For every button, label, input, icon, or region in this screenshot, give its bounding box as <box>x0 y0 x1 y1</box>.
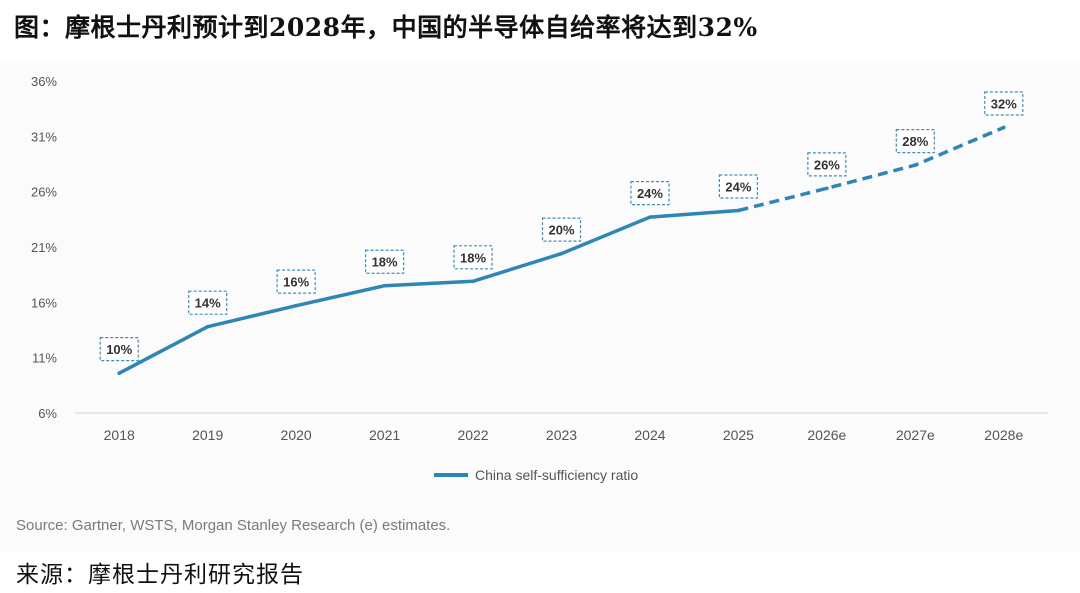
data-label-box <box>188 290 228 315</box>
data-label-box <box>807 152 847 177</box>
x-tick-label: 2027e <box>896 427 935 443</box>
data-label-box <box>541 217 582 242</box>
data-label: 26% <box>814 157 840 172</box>
chart-panel: 6% 11% 16% 21% 26% 31% 36% 2018 2019 2020 2021 2022… <box>0 60 1080 552</box>
data-point <box>913 163 918 167</box>
x-tick-label: 2019 <box>192 427 223 443</box>
data-label-box <box>364 249 405 274</box>
data-label: 24% <box>725 179 751 194</box>
data-label: 32% <box>991 96 1017 111</box>
x-tick-label: 2026e <box>807 427 846 443</box>
footer-source: 来源：摩根士丹利研究报告 <box>16 562 304 588</box>
y-tick-label: 26% <box>31 185 57 200</box>
line-chart: 6% 11% 16% 21% 26% 31% 36% 2018 2019 2020 2021 2022… <box>31 74 1048 483</box>
data-point <box>736 208 741 213</box>
series-line-actual <box>117 208 741 375</box>
x-tick-label: 2021 <box>369 427 400 443</box>
data-point <box>471 279 475 284</box>
x-tick-label: 2022 <box>457 427 488 443</box>
data-label-box <box>453 245 493 270</box>
data-point <box>648 215 652 219</box>
data-point <box>825 186 829 191</box>
y-tick-label: 36% <box>31 74 57 89</box>
data-label-box <box>276 269 316 294</box>
data-label: 20% <box>548 223 574 238</box>
y-tick-label: 21% <box>31 240 57 255</box>
data-label-box <box>718 174 759 199</box>
x-tick-label: 2025 <box>723 427 754 443</box>
data-label: 14% <box>195 296 221 311</box>
y-tick-label: 16% <box>31 295 57 310</box>
data-label-box <box>984 91 1024 116</box>
data-label: 28% <box>902 134 928 149</box>
x-tick-label: 2023 <box>546 427 577 443</box>
figure-title: 图：摩根士丹利预计到2028年，中国的半导体自给率将达到32% <box>14 13 758 42</box>
data-label: 24% <box>637 186 663 201</box>
x-tick-label: 2028e <box>984 427 1023 443</box>
data-point <box>382 283 387 288</box>
y-tick-label: 6% <box>38 406 57 421</box>
x-tick-label: 2024 <box>634 427 665 443</box>
x-tick-label: 2018 <box>104 427 135 443</box>
data-label-box <box>895 129 935 154</box>
y-tick-label: 31% <box>31 129 57 144</box>
data-point <box>559 251 564 256</box>
data-label: 10% <box>106 342 132 357</box>
data-point <box>205 324 210 329</box>
data-label: 16% <box>283 275 309 290</box>
data-label: 18% <box>460 250 486 265</box>
source-note: Source: Gartner, WSTS, Morgan Stanley Re… <box>16 517 451 534</box>
legend-label: China self-sufficiency ratio <box>475 467 638 483</box>
series-line-estimate <box>737 125 1005 213</box>
data-point <box>117 371 122 375</box>
y-tick-label: 11% <box>32 351 57 366</box>
data-label-box <box>99 337 139 362</box>
data-label: 18% <box>372 255 398 270</box>
data-point <box>1001 125 1006 130</box>
data-point <box>294 303 298 308</box>
x-tick-label: 2020 <box>281 427 312 443</box>
data-label-box <box>630 181 670 206</box>
